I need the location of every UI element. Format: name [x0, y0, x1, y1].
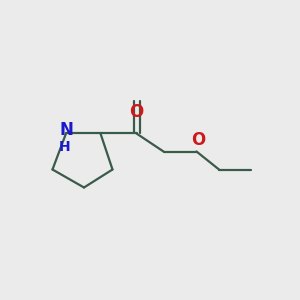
- Text: O: O: [191, 131, 205, 149]
- Text: O: O: [129, 103, 144, 121]
- Text: H: H: [59, 140, 70, 154]
- Text: N: N: [59, 122, 73, 140]
